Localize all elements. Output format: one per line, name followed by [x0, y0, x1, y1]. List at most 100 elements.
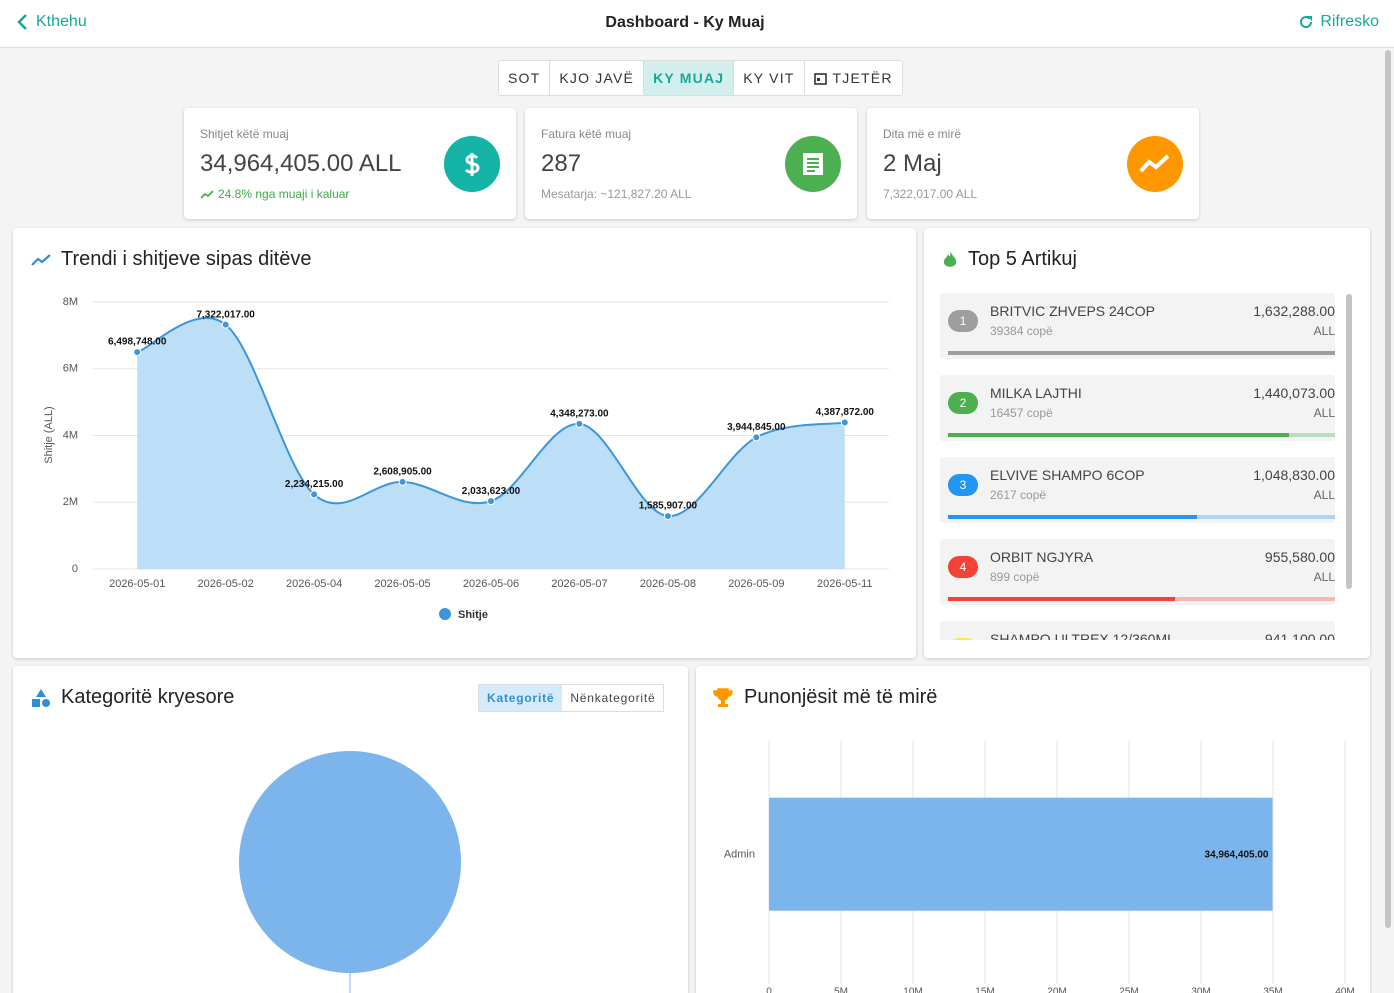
item-rank: 4	[948, 556, 978, 578]
y-tick-label: 0	[72, 563, 78, 575]
data-label: 34,964,405.00	[1205, 849, 1269, 860]
card-value: 34,964,405.00 ALL	[200, 150, 402, 177]
panel-title: Punonjësit më të mirë	[712, 686, 937, 709]
period-tab[interactable]: KJO JAVË	[550, 61, 645, 95]
progress-bar	[948, 597, 1175, 601]
item-value: 1,440,073.00	[1253, 385, 1335, 401]
progress-bar	[948, 433, 1290, 437]
scrollbar	[1346, 294, 1352, 589]
top-items-panel: Top 5 Artikuj 1 BRITVIC ZHVEPS 24COP 39384…	[924, 228, 1370, 658]
trend-chart: 0 2M 4M 6M 8M Shitje (ALL) 2026-05-01 2026-05-0…	[43, 296, 889, 621]
period-tab[interactable]: KY VIT	[734, 61, 805, 95]
period-tab-label: KJO JAVË	[559, 70, 635, 86]
item-quantity: 39384 copë	[990, 324, 1053, 338]
period-tabs: SOT KJO JAVË KY MUAJ KY VIT TJETËR	[498, 60, 903, 96]
period-tab[interactable]: TJETËR	[805, 61, 902, 95]
progress-track	[948, 597, 1335, 601]
point	[221, 320, 230, 329]
panel-title-text: Trendi i shitjeve sipas ditëve	[61, 248, 312, 270]
legend-label: Shitje	[458, 609, 488, 621]
item-currency: ALL	[1313, 406, 1335, 420]
header: Kthehu Dashboard - Ky Muaj Rifresko	[0, 0, 1394, 48]
point	[575, 419, 584, 428]
top-item: 5 SHAMPO ULTREX 12/360ML 941,100.00	[940, 621, 1335, 640]
item-name: MILKA LAJTHI	[990, 385, 1082, 401]
data-label: 4,348,273.00	[550, 409, 609, 420]
progress-track	[948, 351, 1335, 355]
card-label: Dita më e mirë	[883, 127, 962, 141]
period-tab-label: SOT	[508, 70, 541, 86]
toggle-option[interactable]: Kategoritë	[479, 685, 563, 711]
x-tick-label: 2026-05-08	[640, 578, 696, 590]
top-item: 1 BRITVIC ZHVEPS 24COP 39384 copë 1,632,288…	[940, 293, 1335, 359]
panel-title: Kategoritë kryesore	[31, 686, 234, 709]
item-rank: 1	[948, 310, 978, 332]
shapes-icon	[32, 688, 50, 707]
pie-slice	[239, 751, 461, 973]
point	[487, 497, 495, 506]
panel-title-text: Kategoritë kryesore	[61, 686, 235, 708]
top-item: 4 ORBIT NGJYRA 899 copë 955,580.00 ALL	[940, 539, 1335, 605]
data-label: 1,585,907.00	[639, 501, 698, 512]
back-icon	[17, 14, 27, 30]
legend-marker	[439, 608, 451, 620]
bar	[769, 797, 1273, 911]
card-icon	[1127, 136, 1183, 192]
refresh-button[interactable]: Rifresko	[1298, 13, 1379, 31]
card-label: Shitjet këtë muaj	[200, 127, 289, 141]
fire-icon	[943, 250, 957, 267]
top-item: 3 ELVIVE SHAMPO 6COP 2617 copë 1,048,830.00…	[940, 457, 1335, 523]
trend-panel: Trendi i shitjeve sipas ditëve 0 2M 4M 6M 8M…	[13, 228, 916, 658]
item-rank: 2	[948, 392, 978, 414]
y-tick-label: Admin	[724, 849, 755, 861]
progress-track	[948, 515, 1335, 519]
point	[133, 348, 142, 357]
item-quantity: 899 copë	[990, 570, 1040, 584]
x-tick-label: 2026-05-02	[198, 578, 254, 590]
card-note-text: 24.8% nga muaji i kaluar	[218, 187, 350, 201]
x-tick-label: 2026-05-07	[551, 578, 607, 590]
calendar-shape	[813, 72, 827, 85]
data-label: 4,387,872.00	[816, 407, 875, 418]
category-chart	[239, 751, 461, 993]
card: Fatura këtë muaj 287 Mesatarja: ~121,827…	[525, 108, 857, 219]
category-toggle: Kategoritë Nënkategoritë	[478, 684, 665, 712]
period-tab[interactable]: SOT	[499, 61, 551, 95]
back-button[interactable]: Kthehu	[16, 13, 87, 31]
x-tick-label: 35M	[1263, 987, 1282, 993]
x-tick-label: 20M	[1047, 987, 1066, 993]
trophy-icon	[713, 687, 733, 707]
item-currency: ALL	[1313, 488, 1335, 502]
card-value: 2 Maj	[883, 150, 942, 177]
x-tick-label: 25M	[1119, 987, 1138, 993]
card-value: 287	[541, 150, 582, 177]
point	[310, 490, 319, 499]
progress-track	[948, 433, 1335, 437]
back-label: Kthehu	[36, 13, 87, 30]
item-quantity: 2617 copë	[990, 488, 1047, 502]
item-currency: ALL	[1313, 570, 1335, 584]
card-label: Fatura këtë muaj	[541, 127, 632, 141]
panel-title-text: Top 5 Artikuj	[968, 248, 1077, 270]
item-value: 1,632,288.00	[1253, 303, 1335, 319]
area	[137, 317, 845, 569]
item-name: ORBIT NGJYRA	[990, 549, 1094, 565]
point	[663, 512, 672, 521]
x-tick-label: 2026-05-11	[817, 578, 872, 590]
page-title: Dashboard - Ky Muaj	[605, 14, 765, 31]
data-label: 2,234,215.00	[285, 479, 344, 490]
y-axis-label: Shitje (ALL)	[43, 406, 55, 463]
toggle-option[interactable]: Nënkategoritë	[570, 691, 656, 705]
data-label: 6,498,748.00	[108, 337, 167, 348]
period-tab-label: KY MUAJ	[653, 70, 725, 86]
item-quantity: 16457 copë	[990, 406, 1053, 420]
x-tick-label: 2026-05-06	[463, 578, 519, 590]
card: Dita më e mirë 2 Maj 7,322,017.00 ALL	[867, 108, 1199, 219]
item-rank: 5	[948, 638, 978, 640]
panel-title-text: Punonjësit më të mirë	[744, 686, 938, 708]
calendar-dot	[816, 77, 820, 81]
data-label: 2,608,905.00	[373, 467, 432, 478]
period-tab[interactable]: KY MUAJ	[644, 61, 735, 95]
card-note: 24.8% nga muaji i kaluar	[200, 187, 349, 201]
employees-panel: Punonjësit më të mirë 0 5M 10M 15M 20M 25M 30M…	[696, 666, 1370, 993]
